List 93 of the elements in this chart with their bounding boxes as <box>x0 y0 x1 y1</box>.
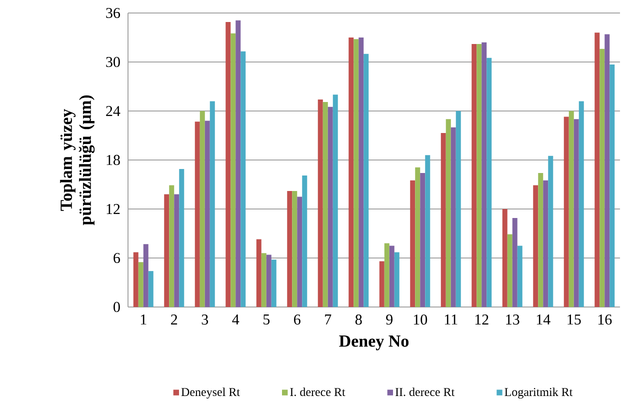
bar <box>456 110 461 307</box>
bar <box>578 101 584 307</box>
bar <box>169 185 174 307</box>
bar <box>226 22 231 307</box>
bar <box>364 54 369 307</box>
x-tick-label: 4 <box>232 314 240 324</box>
x-tick-label: 1 <box>140 314 146 324</box>
legend-label: II. derece Rt <box>395 388 455 396</box>
bar <box>332 94 338 307</box>
bar <box>287 191 292 307</box>
bar <box>143 244 148 307</box>
bar <box>507 234 512 307</box>
bar <box>230 33 236 307</box>
bar <box>415 167 420 307</box>
bar <box>472 44 477 307</box>
legend-label: Deneysel Rt <box>181 388 240 399</box>
x-tick-label: 12 <box>475 314 488 324</box>
bar <box>322 102 328 307</box>
x-tick-label: 6 <box>294 314 300 325</box>
bar <box>302 176 308 307</box>
bar <box>486 58 492 307</box>
bar <box>610 64 615 307</box>
bar <box>200 110 205 307</box>
bar <box>297 196 302 307</box>
bar <box>194 122 200 307</box>
bar <box>394 252 400 307</box>
y-axis-title: Toplam yüzey pürüzlülüğü (µm) <box>60 95 95 226</box>
legend-label: I. derece Rt <box>290 388 346 396</box>
bar <box>204 120 210 307</box>
x-axis-title: Deney No <box>339 336 409 350</box>
y-tick-label: 18 <box>106 154 120 166</box>
x-tick-label: 15 <box>568 314 581 325</box>
bar <box>384 243 390 307</box>
bar <box>236 20 241 307</box>
bar <box>358 37 364 307</box>
bar <box>502 208 508 307</box>
bar <box>318 100 323 307</box>
bar <box>594 32 600 307</box>
legend-label: Logaritmik Rt <box>504 388 573 399</box>
bar <box>389 246 394 307</box>
bar <box>256 239 262 307</box>
bar <box>533 185 538 307</box>
bar <box>271 260 276 307</box>
bar <box>174 194 180 307</box>
bar <box>476 44 482 307</box>
bar <box>446 119 451 307</box>
bar <box>517 246 522 307</box>
bar <box>148 271 154 307</box>
y-tick-label: 0 <box>114 302 120 312</box>
bar <box>328 106 333 307</box>
bar <box>564 116 569 307</box>
x-tick-label: 2 <box>171 314 178 324</box>
bar <box>240 51 246 307</box>
x-tick-label: 5 <box>264 314 270 324</box>
x-tick-label: 7 <box>325 314 332 324</box>
bar <box>348 37 354 307</box>
bar <box>538 173 544 307</box>
x-tick-label: 16 <box>598 314 612 325</box>
y-tick-label: 12 <box>106 204 120 214</box>
bar <box>138 262 144 307</box>
bar <box>410 180 416 307</box>
bar <box>548 156 554 307</box>
bar <box>210 101 215 307</box>
bar <box>420 173 426 307</box>
bar <box>425 155 430 307</box>
bar <box>568 110 574 307</box>
bar <box>482 42 487 307</box>
bar <box>261 253 266 307</box>
x-tick-label: 3 <box>202 314 208 325</box>
bar <box>450 127 456 307</box>
bar <box>133 252 138 307</box>
x-tick-label: 9 <box>386 314 393 325</box>
bar <box>604 34 610 307</box>
y-tick-label: 24 <box>106 106 120 116</box>
bar <box>164 194 170 307</box>
bar <box>543 180 548 307</box>
bar <box>440 133 446 307</box>
x-tick-label: 8 <box>355 314 362 325</box>
bar <box>379 261 384 307</box>
y-tick-label: 36 <box>106 8 120 18</box>
bar <box>354 39 359 307</box>
x-tick-label: 10 <box>414 314 428 325</box>
x-tick-label: 13 <box>506 314 520 325</box>
bar <box>266 254 272 307</box>
y-tick-label: 30 <box>106 56 120 68</box>
bar <box>600 48 605 307</box>
x-tick-label: 14 <box>536 314 550 324</box>
bar <box>179 168 184 307</box>
bar <box>512 218 518 307</box>
x-tick-label: 11 <box>444 314 458 324</box>
bar <box>292 191 298 307</box>
y-tick-label: 6 <box>114 252 120 264</box>
bar <box>574 119 579 307</box>
